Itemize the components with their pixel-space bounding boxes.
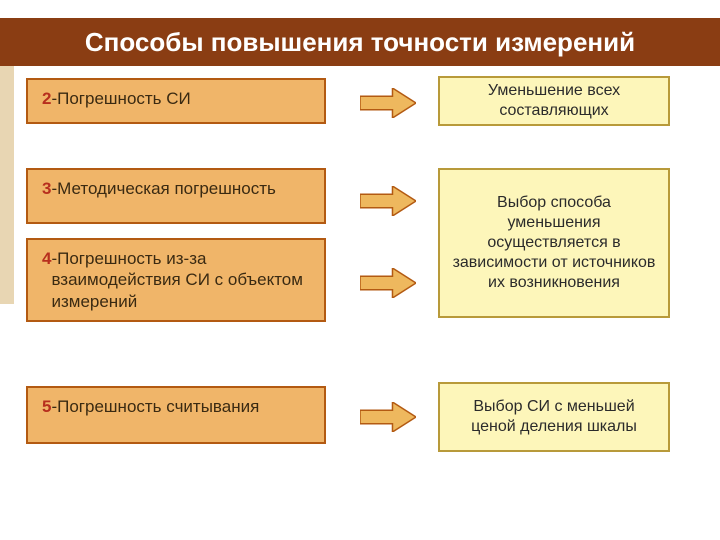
arrow-icon [360,186,416,216]
source-text: -Методическая погрешность [51,178,275,199]
method-box: Выбор СИ с меньшей ценой деления шкалы [438,382,670,452]
method-box: Уменьшение всех составляющих [438,76,670,126]
source-text: -Погрешность считывания [51,396,259,417]
arrow-icon [360,88,416,118]
left-rail [0,66,14,304]
source-number: 3 [42,178,51,199]
method-text: Уменьшение всех составляющих [450,81,658,121]
title-bar: Способы повышения точности измерений [0,18,720,66]
method-text: Выбор способа уменьшения осуществляется … [450,193,658,293]
arrow-icon [360,402,416,432]
source-box: 4-Погрешность из-за взаимодействия СИ с … [26,238,326,322]
source-box: 3-Методическая погрешность [26,168,326,224]
source-number: 2 [42,88,51,109]
source-number: 5 [42,396,51,417]
source-box: 2-Погрешность СИ [26,78,326,124]
source-box: 5-Погрешность считывания [26,386,326,444]
source-text: -Погрешность СИ [51,88,190,109]
method-text: Выбор СИ с меньшей ценой деления шкалы [450,397,658,437]
method-box: Выбор способа уменьшения осуществляется … [438,168,670,318]
arrow-icon [360,268,416,298]
page-title: Способы повышения точности измерений [85,27,635,58]
source-text: -Погрешность из-за взаимодействия СИ с о… [51,248,314,312]
source-number: 4 [42,248,51,269]
